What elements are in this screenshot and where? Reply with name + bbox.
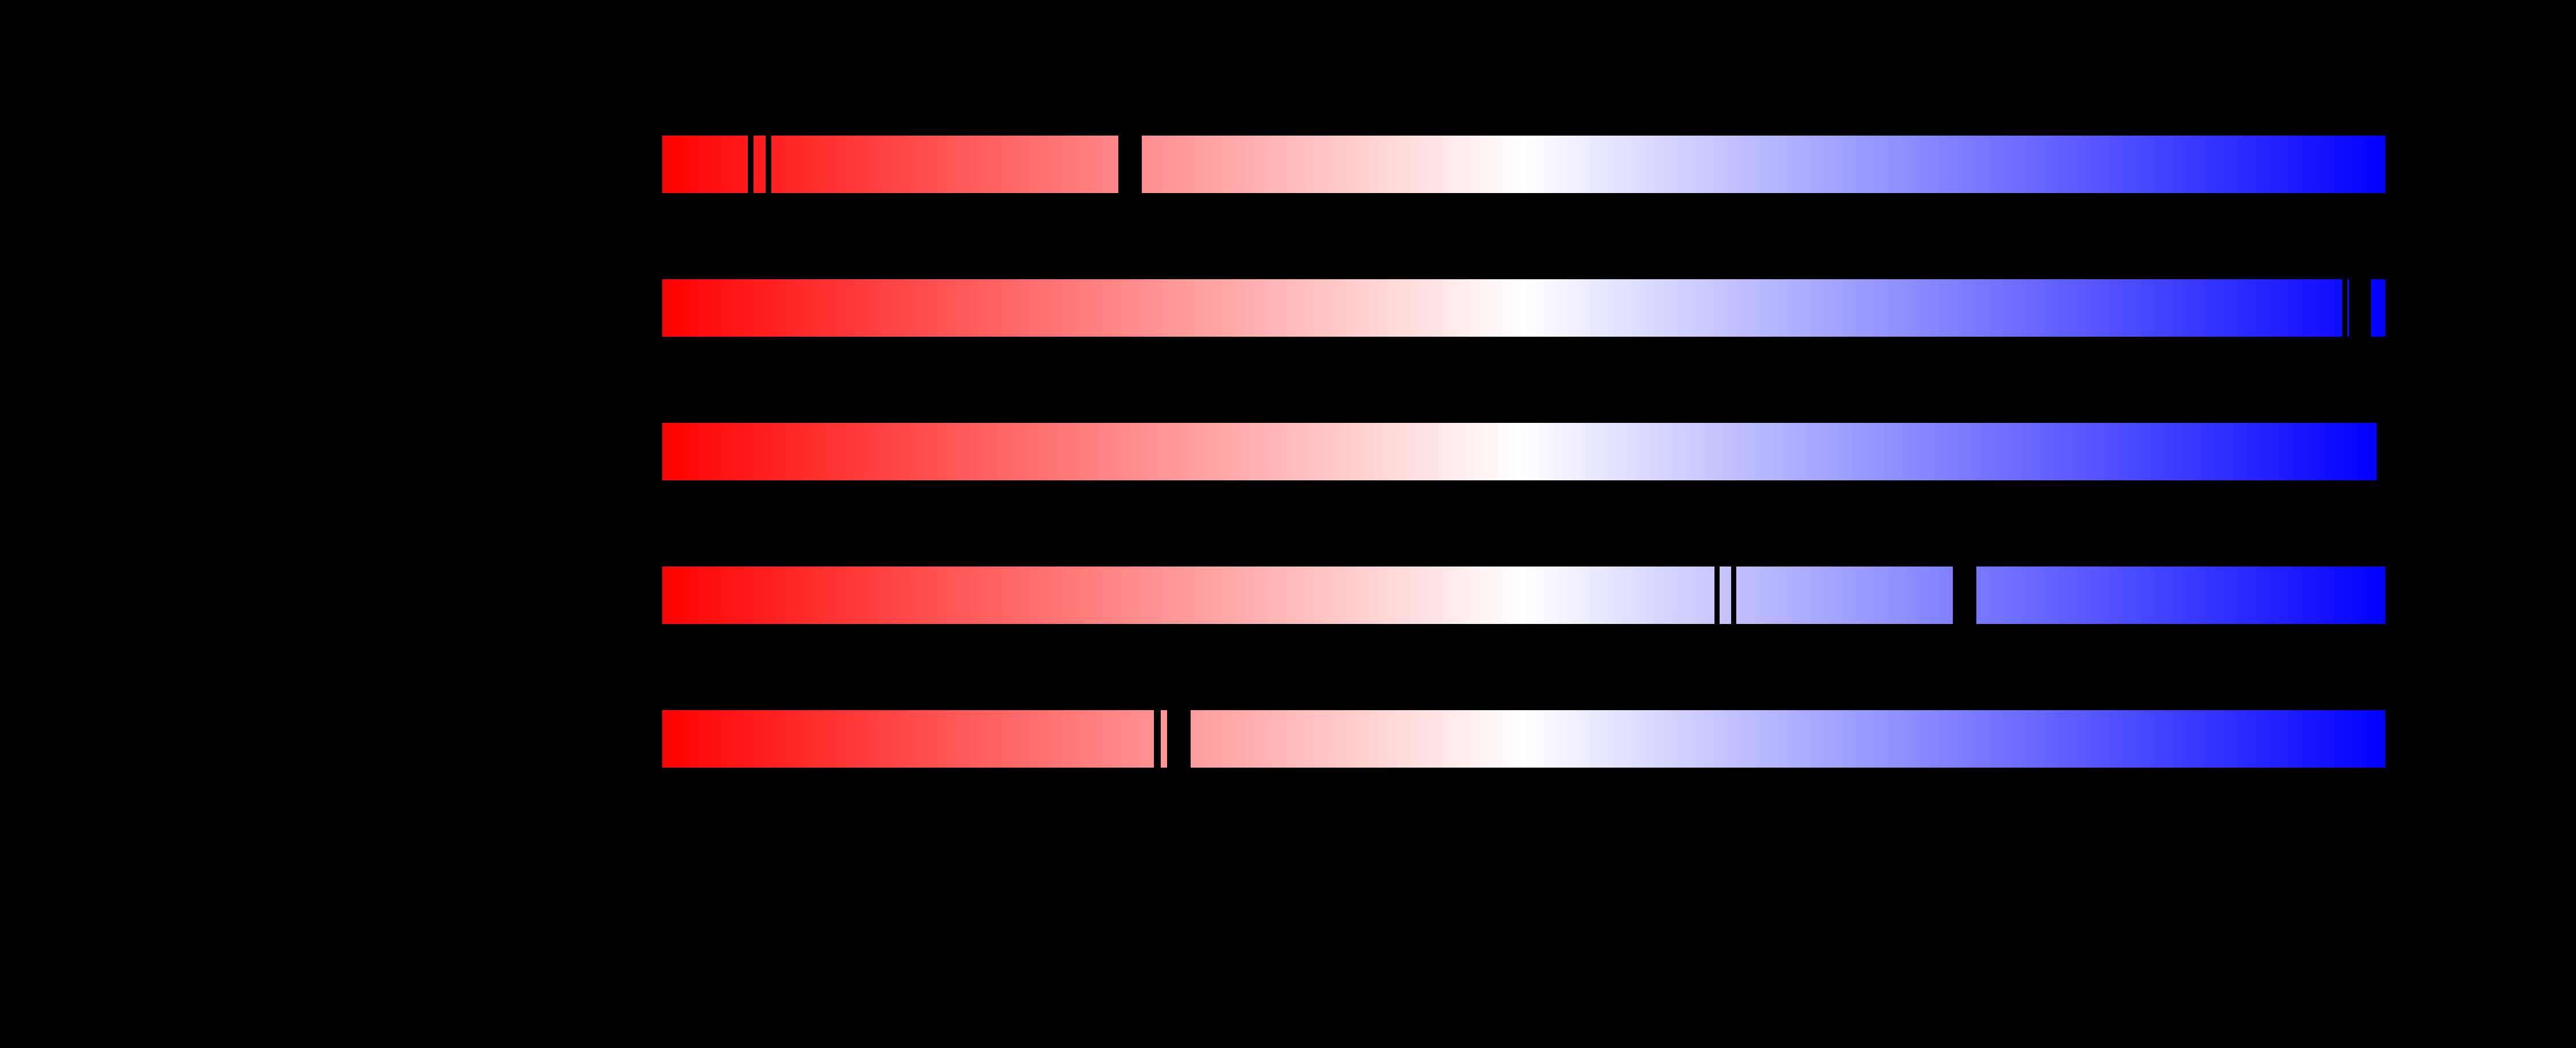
gradient-bar <box>662 423 2377 480</box>
marker-tick-thin <box>1731 567 1736 624</box>
marker-tick-thick <box>1118 136 1142 193</box>
marker-tick-thin <box>2342 279 2347 337</box>
marker-tick-thick <box>1167 710 1191 768</box>
marker-tick-thin <box>748 136 754 193</box>
marker-tick-thick <box>2349 279 2371 337</box>
gradient-bar <box>662 279 2385 337</box>
gradient-bar <box>662 136 2385 193</box>
marker-tick-thin <box>1714 567 1720 624</box>
marker-tick-thick <box>1953 567 1976 624</box>
gradient-bar <box>662 710 2385 768</box>
gradient-bar <box>662 567 2385 624</box>
marker-tick-thin <box>1154 710 1161 768</box>
marker-tick-thin <box>766 136 771 193</box>
